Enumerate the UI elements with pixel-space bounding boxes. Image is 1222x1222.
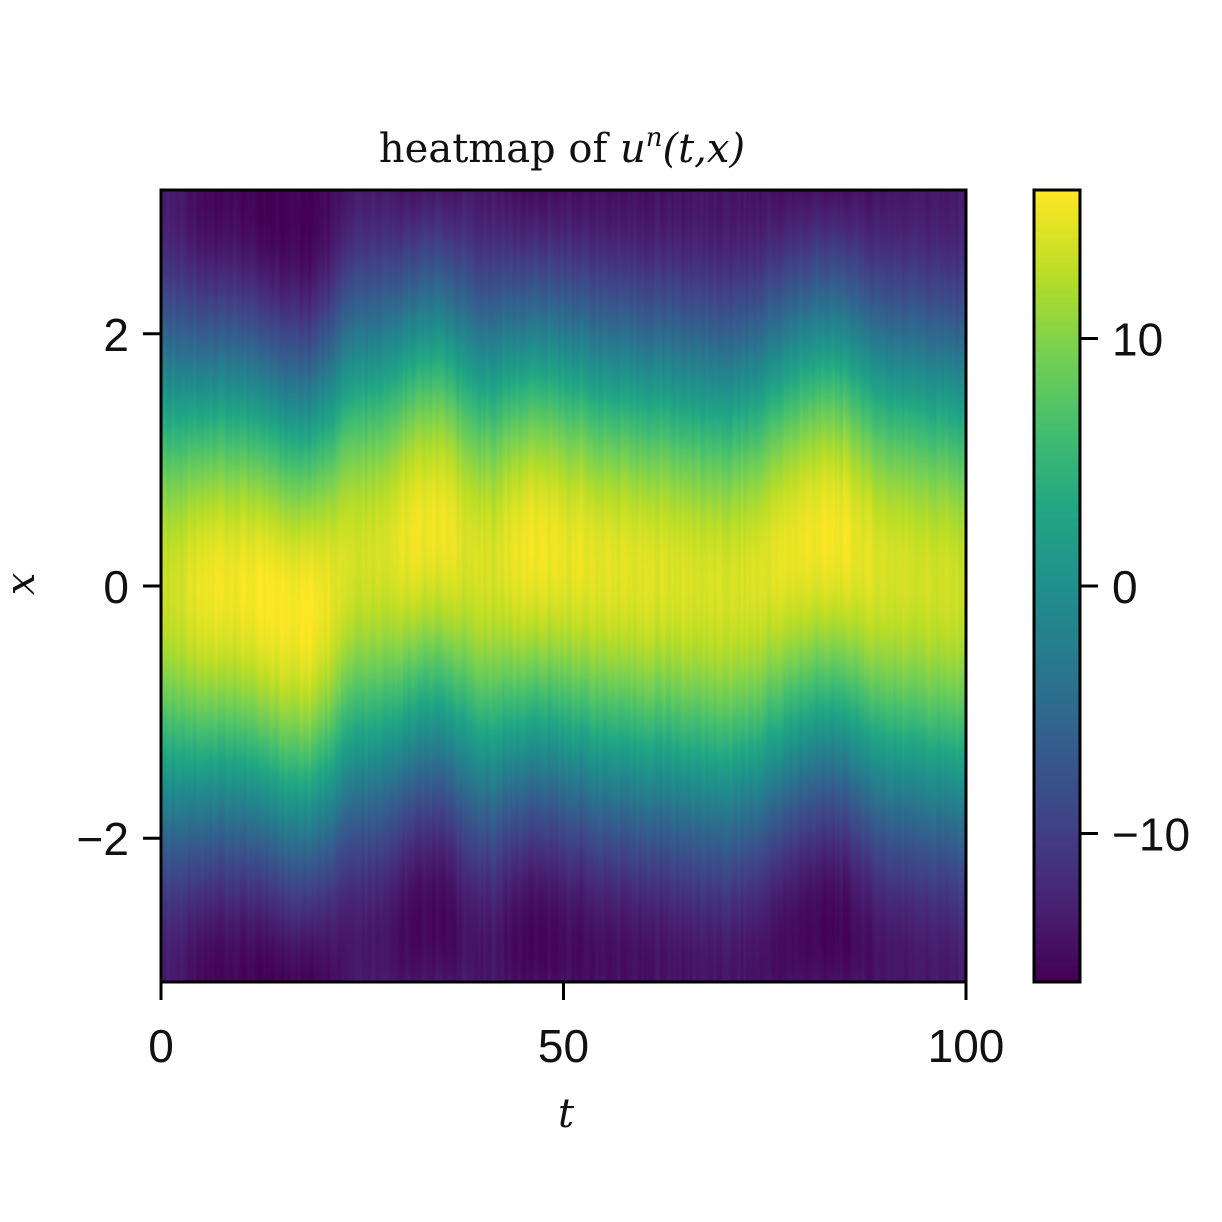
y-axis-ticks: −2 0 2 [77, 309, 161, 865]
x-tick-label: 100 [928, 1020, 1005, 1072]
x-tick-label: 0 [148, 1020, 174, 1072]
x-axis-label: t [558, 1091, 575, 1137]
colorbar-tick-label: −10 [1112, 809, 1190, 861]
title-superscript: n [646, 123, 663, 153]
y-tick-label: 2 [103, 309, 129, 361]
heatmap-plot-area [161, 190, 966, 982]
title-arguments: (t,x) [663, 126, 746, 172]
colorbar-ticks: −10 0 10 [1080, 314, 1190, 861]
chart-title: heatmap of un(t,x) [379, 123, 745, 172]
heatmap-image [161, 190, 966, 982]
colorbar-tick-label: 10 [1112, 314, 1163, 366]
x-tick-label: 50 [538, 1020, 589, 1072]
title-variable: u [620, 126, 646, 172]
y-axis-label: x [0, 573, 44, 596]
title-prefix: heatmap of [379, 126, 620, 172]
x-axis-ticks: 0 50 100 [148, 982, 1004, 1072]
colorbar [1034, 190, 1080, 982]
y-tick-label: −2 [77, 813, 129, 865]
colorbar-gradient [1034, 190, 1080, 982]
y-tick-label: 0 [103, 561, 129, 613]
colorbar-tick-label: 0 [1112, 561, 1138, 613]
